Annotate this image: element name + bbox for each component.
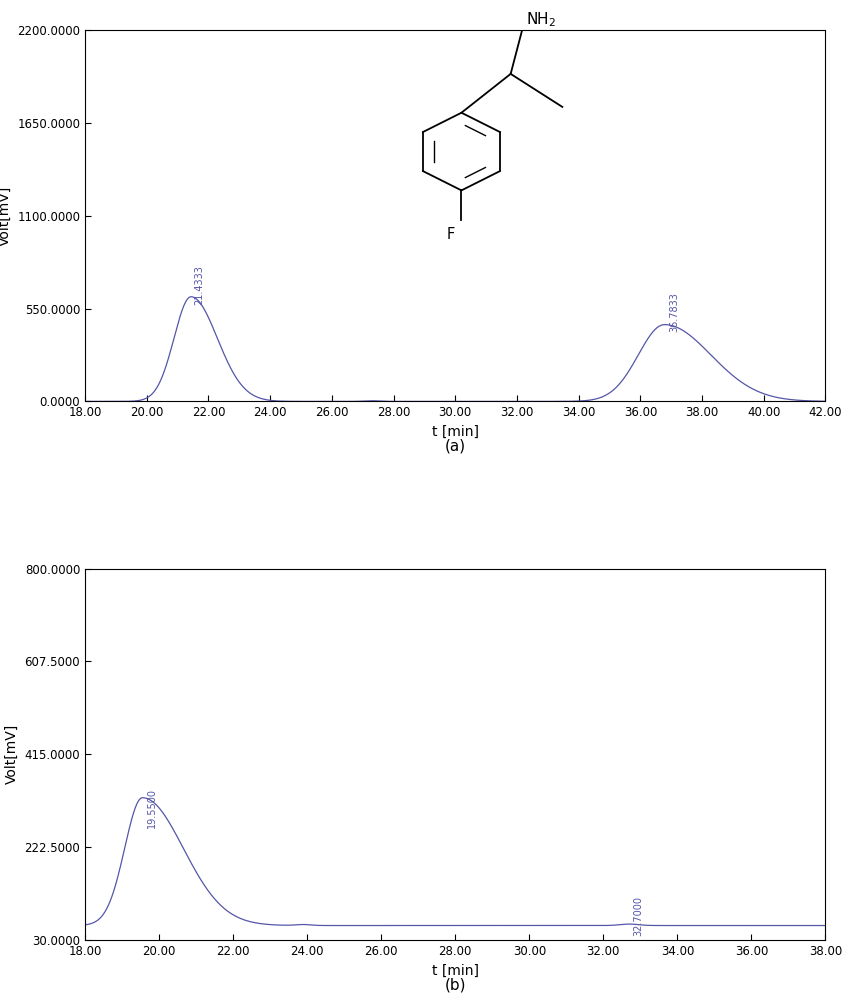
Text: (b): (b) (444, 977, 466, 992)
Y-axis label: Volt[mV]: Volt[mV] (0, 186, 12, 246)
X-axis label: t [min]: t [min] (431, 425, 479, 439)
Text: 36.7833: 36.7833 (669, 292, 679, 332)
Text: NH$_2$: NH$_2$ (526, 11, 557, 29)
Text: (a): (a) (445, 439, 465, 454)
Text: 19.5500: 19.5500 (147, 788, 157, 828)
Y-axis label: Volt[mV]: Volt[mV] (5, 724, 19, 784)
Text: 21.4333: 21.4333 (195, 265, 205, 305)
Text: 32.7000: 32.7000 (634, 896, 643, 936)
Text: F: F (446, 227, 454, 242)
X-axis label: t [min]: t [min] (431, 963, 479, 977)
